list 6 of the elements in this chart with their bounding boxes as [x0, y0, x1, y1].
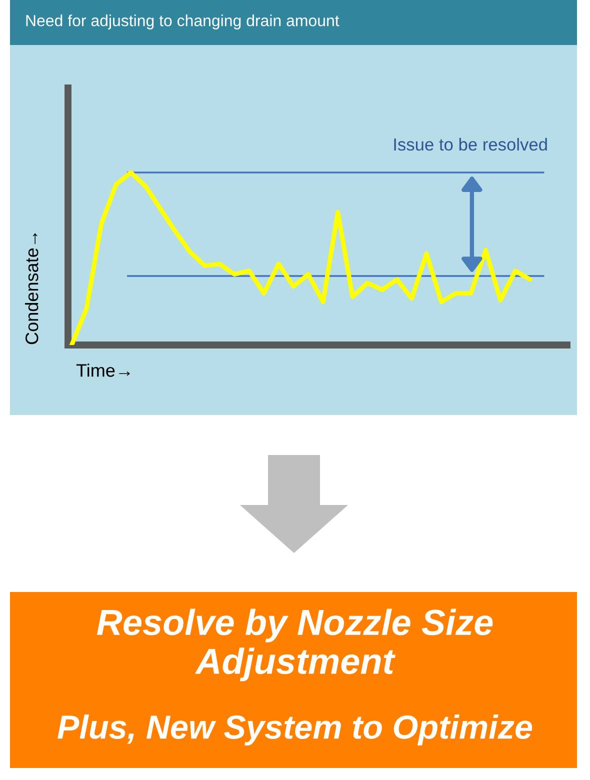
- text: Resolve by Nozzle Size Adjustment: [96, 608, 493, 682]
- chart-title: Need for adjusting to changing drain amount: [26, 14, 340, 30]
- x-axis-title: Time→: [76, 364, 130, 377]
- text: Issue to be resolved: [394, 138, 547, 151]
- text: Plus, New System to Optimize: [58, 714, 532, 746]
- y-axis-title: Condensate→: [25, 233, 38, 344]
